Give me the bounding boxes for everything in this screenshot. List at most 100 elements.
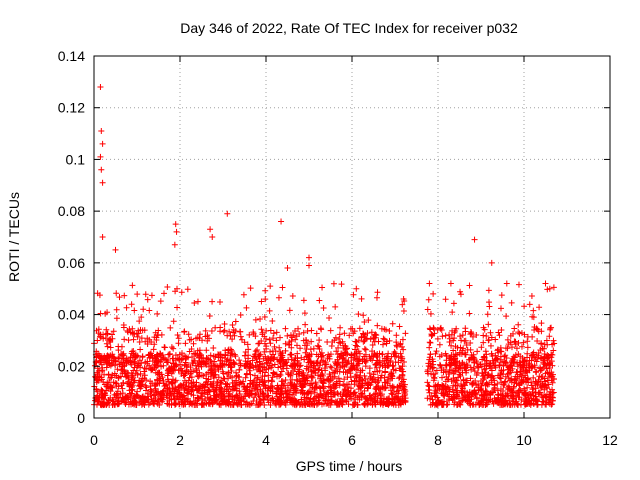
data-point	[221, 320, 228, 327]
data-point	[450, 393, 457, 400]
data-point	[295, 325, 302, 332]
data-point	[133, 330, 140, 337]
data-point	[119, 352, 126, 359]
data-point	[315, 400, 322, 407]
data-point	[319, 284, 326, 291]
data-point	[303, 337, 310, 344]
data-point	[425, 296, 432, 303]
data-point	[380, 335, 387, 342]
data-point	[288, 363, 295, 370]
data-point	[152, 329, 159, 336]
data-point	[395, 359, 402, 366]
data-point	[474, 363, 481, 370]
data-point	[160, 380, 167, 387]
data-point	[213, 391, 220, 398]
x-tick-label: 6	[348, 432, 356, 448]
data-point	[126, 326, 133, 333]
data-point	[304, 327, 311, 334]
data-point	[163, 381, 170, 388]
data-point	[324, 355, 331, 362]
data-point	[237, 360, 244, 367]
x-axis-ticks: 0 2 4 6 8 10 12	[90, 56, 618, 448]
data-point	[531, 362, 538, 369]
data-point	[454, 401, 461, 408]
data-point	[102, 401, 109, 408]
data-point	[117, 360, 124, 367]
data-point	[399, 336, 406, 343]
data-point	[316, 346, 323, 353]
data-point	[282, 325, 289, 332]
data-point	[236, 388, 243, 395]
data-point	[242, 374, 249, 381]
data-point	[147, 378, 154, 385]
data-point	[269, 374, 276, 381]
data-point	[160, 362, 167, 369]
data-point	[426, 344, 433, 351]
data-point	[433, 348, 440, 355]
data-point	[189, 354, 196, 361]
data-point	[111, 370, 118, 377]
data-point	[214, 391, 221, 398]
data-point	[518, 396, 525, 403]
data-point	[220, 398, 227, 405]
data-point	[437, 324, 444, 331]
data-point	[287, 387, 294, 394]
data-point	[533, 325, 540, 332]
data-point	[231, 332, 238, 339]
data-point	[474, 348, 481, 355]
data-point	[515, 329, 522, 336]
data-point	[530, 307, 537, 314]
data-point	[277, 401, 284, 408]
data-point	[439, 333, 446, 340]
data-point	[399, 368, 406, 375]
data-point	[232, 318, 239, 325]
data-point	[498, 327, 505, 334]
data-point	[374, 289, 381, 296]
data-point	[503, 280, 510, 287]
data-point	[388, 369, 395, 376]
data-point	[297, 345, 304, 352]
data-point	[529, 333, 536, 340]
data-point	[382, 369, 389, 376]
data-point	[528, 382, 535, 389]
data-point	[257, 315, 264, 322]
data-point	[517, 386, 524, 393]
data-point	[284, 332, 291, 339]
data-point	[508, 344, 515, 351]
data-point	[198, 361, 205, 368]
data-point	[372, 401, 379, 408]
data-point	[237, 333, 244, 340]
data-point	[282, 376, 289, 383]
data-point	[194, 347, 201, 354]
data-point	[439, 382, 446, 389]
data-point	[320, 380, 327, 387]
data-point	[353, 371, 360, 378]
data-point	[316, 366, 323, 373]
data-point	[125, 370, 132, 377]
data-point	[433, 367, 440, 374]
data-point	[383, 338, 390, 345]
data-point	[216, 362, 223, 369]
data-point	[356, 356, 363, 363]
data-point	[229, 387, 236, 394]
data-point	[226, 398, 233, 405]
data-point	[196, 353, 203, 360]
data-point	[102, 335, 109, 341]
data-point	[436, 385, 443, 392]
data-point	[260, 363, 267, 370]
data-point	[384, 378, 391, 385]
data-point	[376, 362, 383, 369]
data-point	[264, 396, 271, 403]
data-point	[438, 390, 445, 397]
data-point	[126, 390, 133, 397]
data-point	[437, 362, 444, 369]
data-point	[352, 392, 359, 399]
data-point	[471, 236, 478, 243]
data-point	[223, 399, 230, 406]
data-point	[365, 317, 372, 324]
data-point	[434, 394, 441, 401]
data-point	[367, 355, 374, 362]
data-point	[278, 218, 285, 225]
data-point	[262, 382, 269, 389]
data-point	[271, 354, 278, 361]
